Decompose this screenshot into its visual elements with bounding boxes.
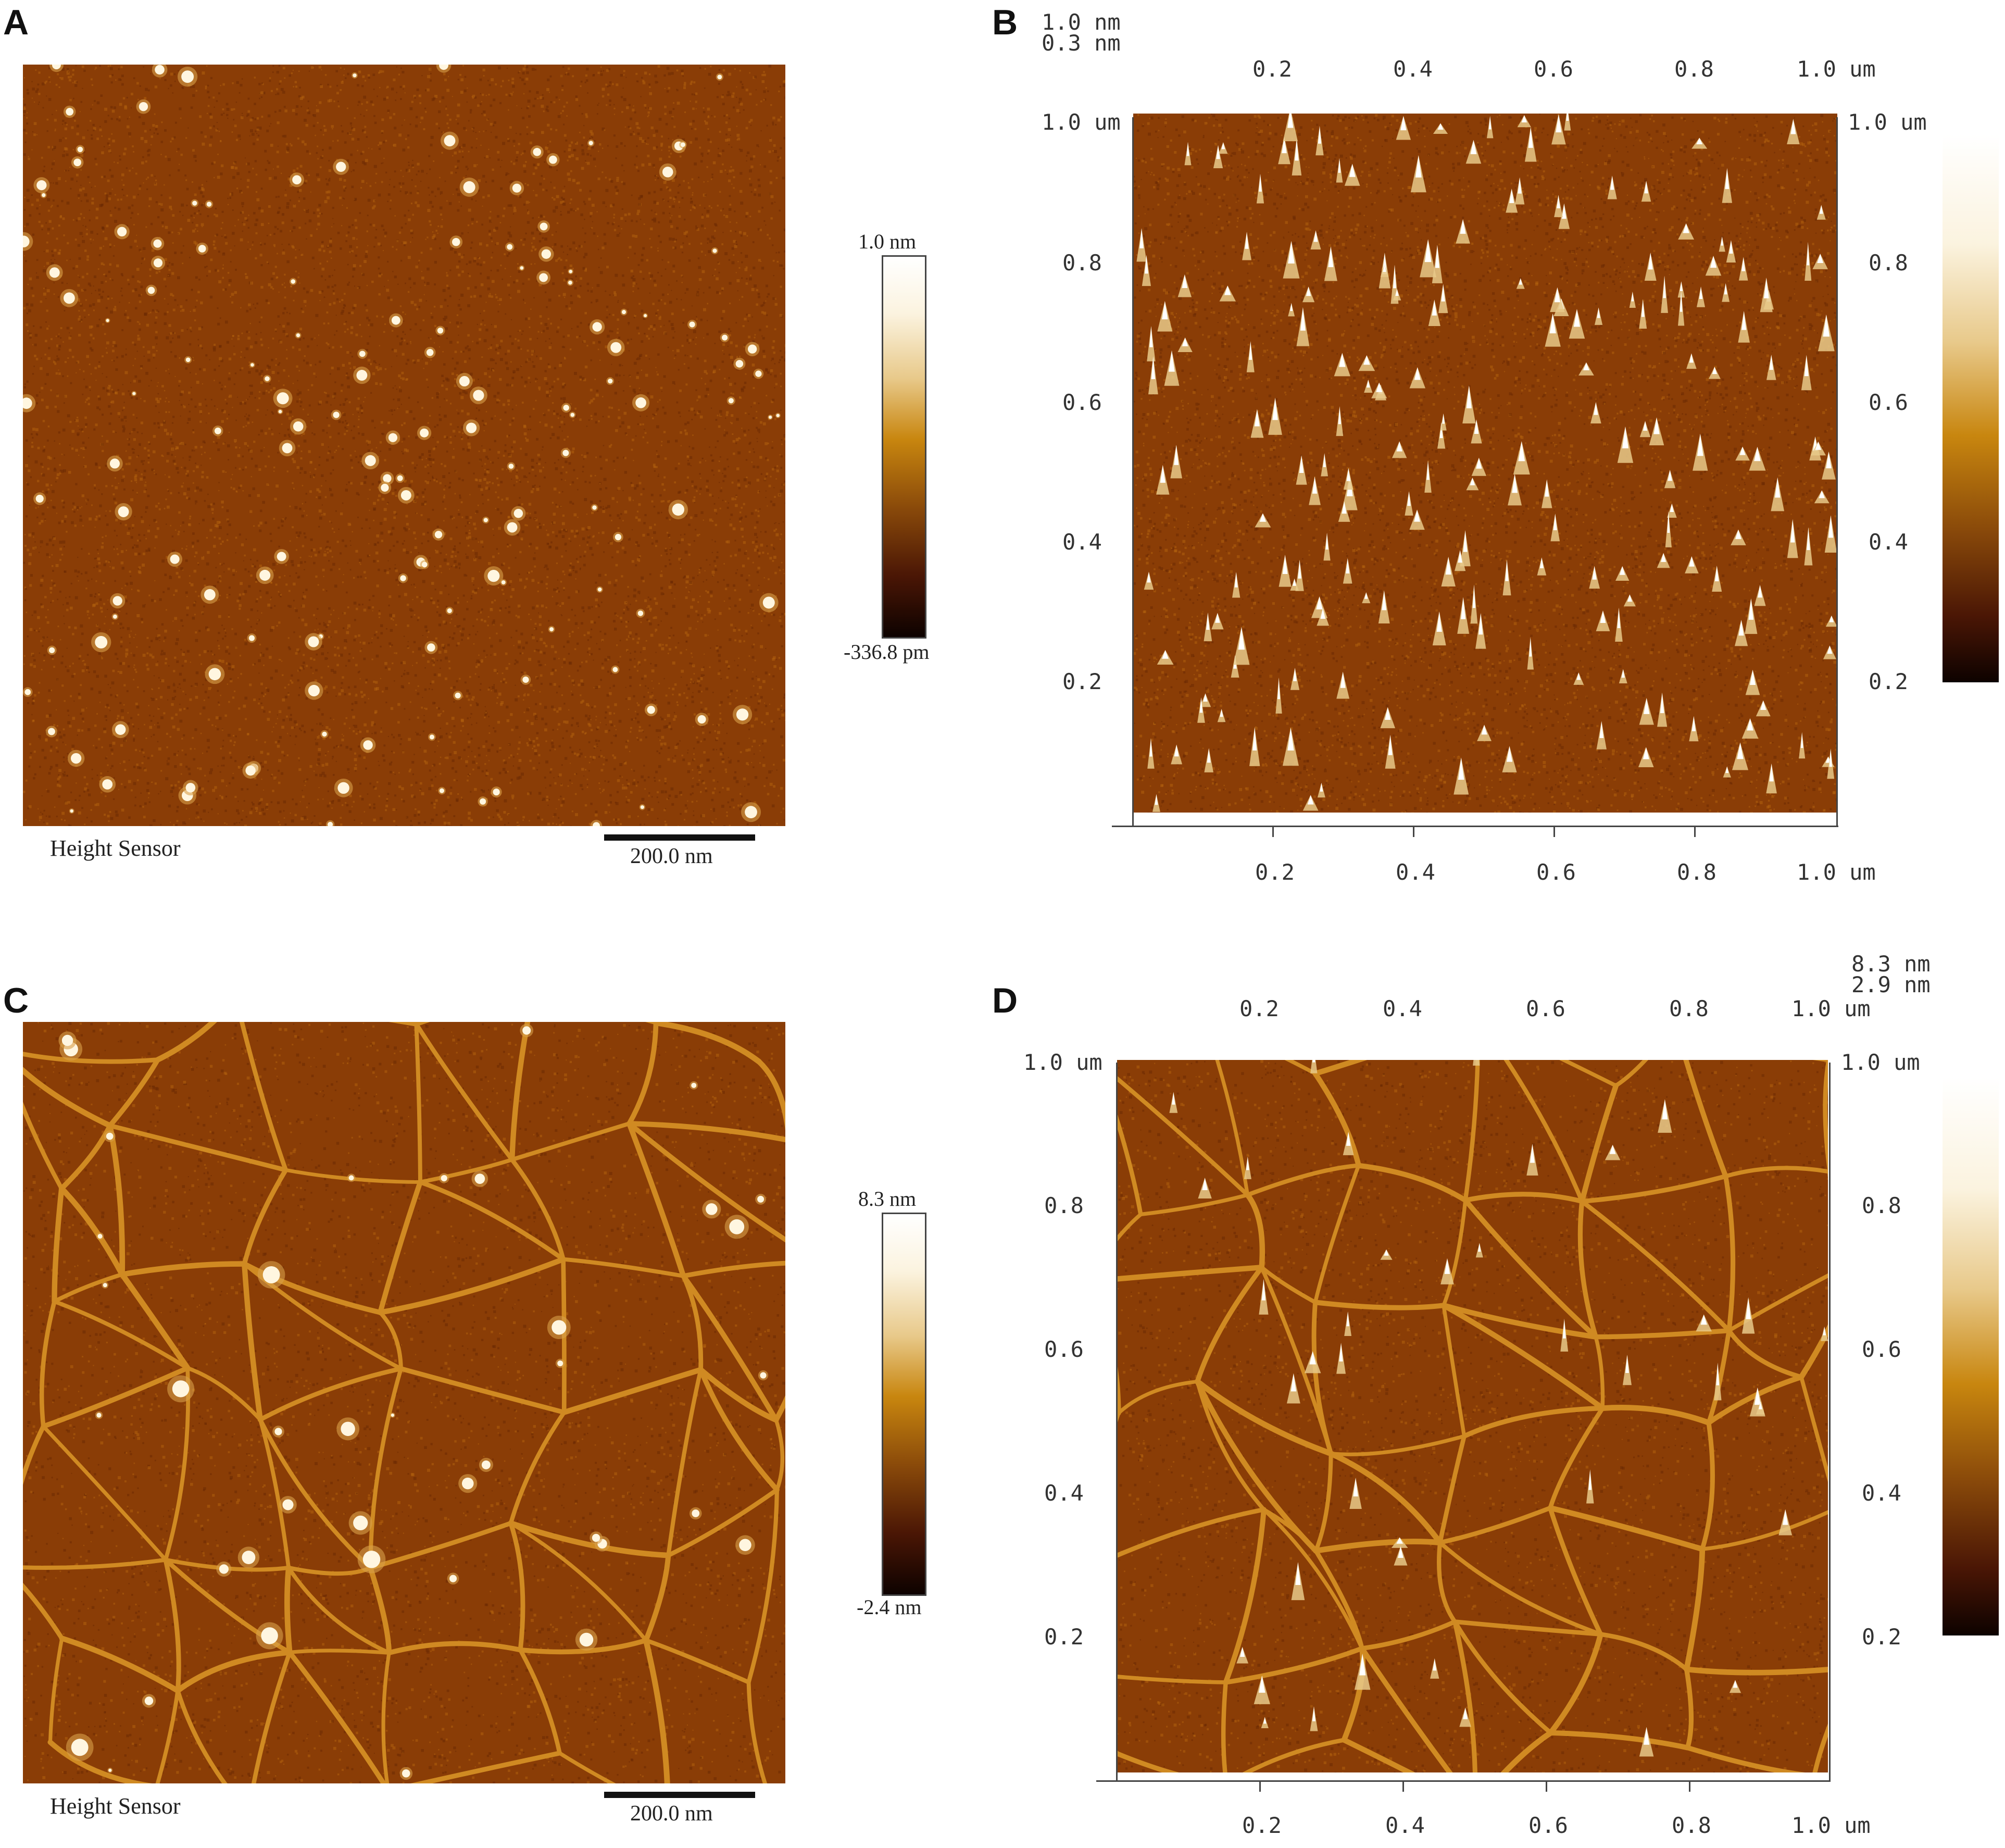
panel-d-left-tick: 1.0 um <box>1023 1050 1102 1075</box>
panel-d-colorbar <box>1943 1077 1999 1635</box>
panel-c-colorbar-min: -2.4 nm <box>857 1595 921 1619</box>
texture-noise <box>1117 1060 1828 1772</box>
surface-particles <box>23 65 781 826</box>
panel-d-right-tick: 0.6 <box>1862 1337 1901 1362</box>
panel-b-colorbar <box>1943 134 1999 682</box>
panel-c-colorbar-max: 8.3 nm <box>858 1187 916 1211</box>
panel-d-bottom-tick: 0.8 <box>1672 1813 1711 1838</box>
panel-d-letter: D <box>992 980 1018 1021</box>
panel-b-top-tick: 0.4 <box>1393 56 1433 82</box>
panel-b-letter: B <box>992 2 1018 43</box>
panel-b-bottom-tick: 0.6 <box>1536 859 1576 885</box>
panel-b-axis-right <box>1836 117 1838 826</box>
panel-d-top-tick: 0.8 <box>1669 996 1709 1021</box>
panel-b-right-tick: 0.2 <box>1869 669 1908 694</box>
panel-d-height-map-3d <box>1117 1060 1828 1772</box>
panel-d-bottom-tickmark <box>1402 1780 1404 1792</box>
panel-a-colorbar-max: 1.0 nm <box>858 229 916 254</box>
texture-noise <box>23 65 785 826</box>
panel-b-top-tick: 0.2 <box>1252 56 1292 82</box>
panel-b-right-tick: 0.6 <box>1869 390 1908 415</box>
panel-b-height-map-3d <box>1133 114 1837 813</box>
panel-b-zscale-top: 1.0 nm <box>1042 9 1121 35</box>
panel-d-left-tick: 0.8 <box>1044 1193 1084 1218</box>
panel-a-afm-image <box>23 65 785 826</box>
panel-b-bottom-tick: 0.2 <box>1255 859 1295 885</box>
panel-c-scalebar-label: 200.0 nm <box>630 1801 713 1826</box>
panel-b-top-tick: 0.8 <box>1674 56 1714 82</box>
panel-b-bottom-tick: 0.8 <box>1677 859 1716 885</box>
panel-b-left-tick: 0.2 <box>1062 669 1102 694</box>
panel-c-height-map <box>23 1022 785 1783</box>
panel-a-colorbar <box>882 255 926 639</box>
panel-d-right-tick: 0.4 <box>1862 1480 1901 1506</box>
panel-d-zscale-bottom: 2.9 nm <box>1851 972 1931 997</box>
panel-c-colorbar <box>882 1213 926 1596</box>
panel-a-letter: A <box>3 2 29 43</box>
panel-b-left-tick: 1.0 um <box>1042 109 1121 135</box>
panel-d-zscale-top: 8.3 nm <box>1851 951 1931 977</box>
texture-noise <box>1133 114 1837 813</box>
fiber-network <box>23 1022 785 1783</box>
panel-b-bottom-tickmark <box>1272 826 1274 837</box>
panel-d-left-tick: 0.6 <box>1044 1337 1084 1362</box>
panel-b-bottom-tick: 1.0 um <box>1797 859 1876 885</box>
panel-d-bottom-tickmark <box>1689 1780 1690 1792</box>
panel-a-scalebar <box>604 834 755 841</box>
panel-c-scalebar <box>604 1792 755 1798</box>
panel-d-axis-left <box>1116 1063 1118 1781</box>
panel-d-3d-surface <box>1117 1060 1828 1772</box>
panel-b-right-tick: 1.0 um <box>1848 109 1927 135</box>
panel-b-bottom-tickmark <box>1694 826 1696 837</box>
panel-b-axis-left <box>1132 117 1134 826</box>
panel-b-3d-surface <box>1133 114 1837 813</box>
panel-d-top-tick: 1.0 um <box>1791 996 1871 1021</box>
panel-d-left-tick: 0.2 <box>1044 1624 1084 1650</box>
panel-d-bottom-tick: 0.6 <box>1528 1813 1568 1838</box>
panel-d-bottom-tick: 1.0 um <box>1791 1813 1871 1838</box>
panel-a-height-map <box>23 65 785 826</box>
panel-d-bottom-tick: 0.2 <box>1242 1813 1282 1838</box>
panel-b-right-tick: 0.8 <box>1869 250 1908 276</box>
texture-noise <box>23 1022 785 1783</box>
panel-b-left-tick: 0.8 <box>1062 250 1102 276</box>
panel-d-bottom-tickmark <box>1259 1780 1261 1792</box>
panel-b-left-tick: 0.4 <box>1062 529 1102 555</box>
panel-a-footer-label: Height Sensor <box>50 835 181 861</box>
panel-d-top-tick: 0.4 <box>1383 996 1422 1021</box>
surface-peaks <box>1169 1060 1828 1757</box>
panel-d-bottom-tick: 0.4 <box>1385 1813 1425 1838</box>
panel-b-bottom-tick: 0.4 <box>1396 859 1435 885</box>
panel-d-top-tick: 0.2 <box>1239 996 1279 1021</box>
panel-d-right-tick: 1.0 um <box>1841 1050 1920 1075</box>
panel-d-bottom-tickmark <box>1546 1780 1547 1792</box>
panel-d-right-tick: 0.2 <box>1862 1624 1901 1650</box>
panel-b-top-tick: 1.0 um <box>1797 56 1876 82</box>
panel-d-right-tick: 0.8 <box>1862 1193 1901 1218</box>
surface-particles <box>58 1023 769 1780</box>
panel-c-afm-image <box>23 1022 785 1783</box>
panel-c-letter: C <box>3 980 29 1021</box>
panel-d-top-tick: 0.6 <box>1526 996 1565 1021</box>
panel-b-left-tick: 0.6 <box>1062 390 1102 415</box>
panel-b-axis-bottom <box>1112 826 1838 827</box>
panel-b-zscale-bottom: 0.3 nm <box>1042 30 1121 56</box>
panel-a-scalebar-label: 200.0 nm <box>630 844 713 869</box>
panel-c-footer-label: Height Sensor <box>50 1793 181 1819</box>
surface-peaks <box>1136 114 1837 812</box>
panel-d-left-tick: 0.4 <box>1044 1480 1084 1506</box>
panel-a-colorbar-min: -336.8 pm <box>844 640 929 664</box>
fiber-network <box>1117 1060 1828 1772</box>
panel-d-axis-bottom <box>1096 1780 1831 1782</box>
panel-b-bottom-tickmark <box>1553 826 1555 837</box>
panel-b-bottom-tickmark <box>1413 826 1414 837</box>
panel-d-axis-right <box>1829 1063 1831 1781</box>
panel-b-top-tick: 0.6 <box>1534 56 1573 82</box>
panel-b-right-tick: 0.4 <box>1869 529 1908 555</box>
